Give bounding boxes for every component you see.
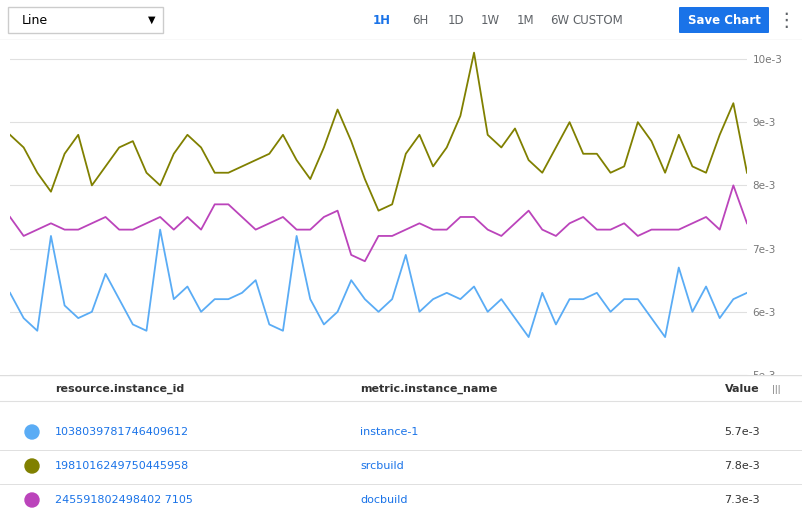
Text: CUSTOM: CUSTOM [573,13,623,26]
Text: 6W: 6W [550,13,569,26]
Text: 1M: 1M [516,13,534,26]
Text: 5.7e-3: 5.7e-3 [724,427,760,437]
Text: 245591802498402 7105: 245591802498402 7105 [55,495,192,505]
Text: docbuild: docbuild [360,495,407,505]
Text: 1D: 1D [448,13,464,26]
Text: 1038039781746409612: 1038039781746409612 [55,427,189,437]
Circle shape [25,459,39,473]
FancyBboxPatch shape [679,7,769,33]
Text: Save Chart: Save Chart [687,13,760,26]
Text: resource.instance_id: resource.instance_id [55,384,184,394]
Text: instance-1: instance-1 [360,427,419,437]
Text: 7.8e-3: 7.8e-3 [724,461,760,471]
Text: Value: Value [725,384,760,394]
Text: 1W: 1W [480,13,500,26]
Text: srcbuild: srcbuild [360,461,403,471]
FancyBboxPatch shape [8,7,163,33]
Text: 6H: 6H [412,13,428,26]
Text: |||: ||| [772,385,780,393]
Text: 7.3e-3: 7.3e-3 [724,495,760,505]
Text: Line: Line [22,13,48,26]
Text: ▼: ▼ [148,15,156,25]
Text: 1H: 1H [373,13,391,26]
Text: metric.instance_name: metric.instance_name [360,384,497,394]
Circle shape [25,425,39,439]
Text: ⋮: ⋮ [776,10,796,29]
Circle shape [25,493,39,507]
Text: 1981016249750445958: 1981016249750445958 [55,461,189,471]
